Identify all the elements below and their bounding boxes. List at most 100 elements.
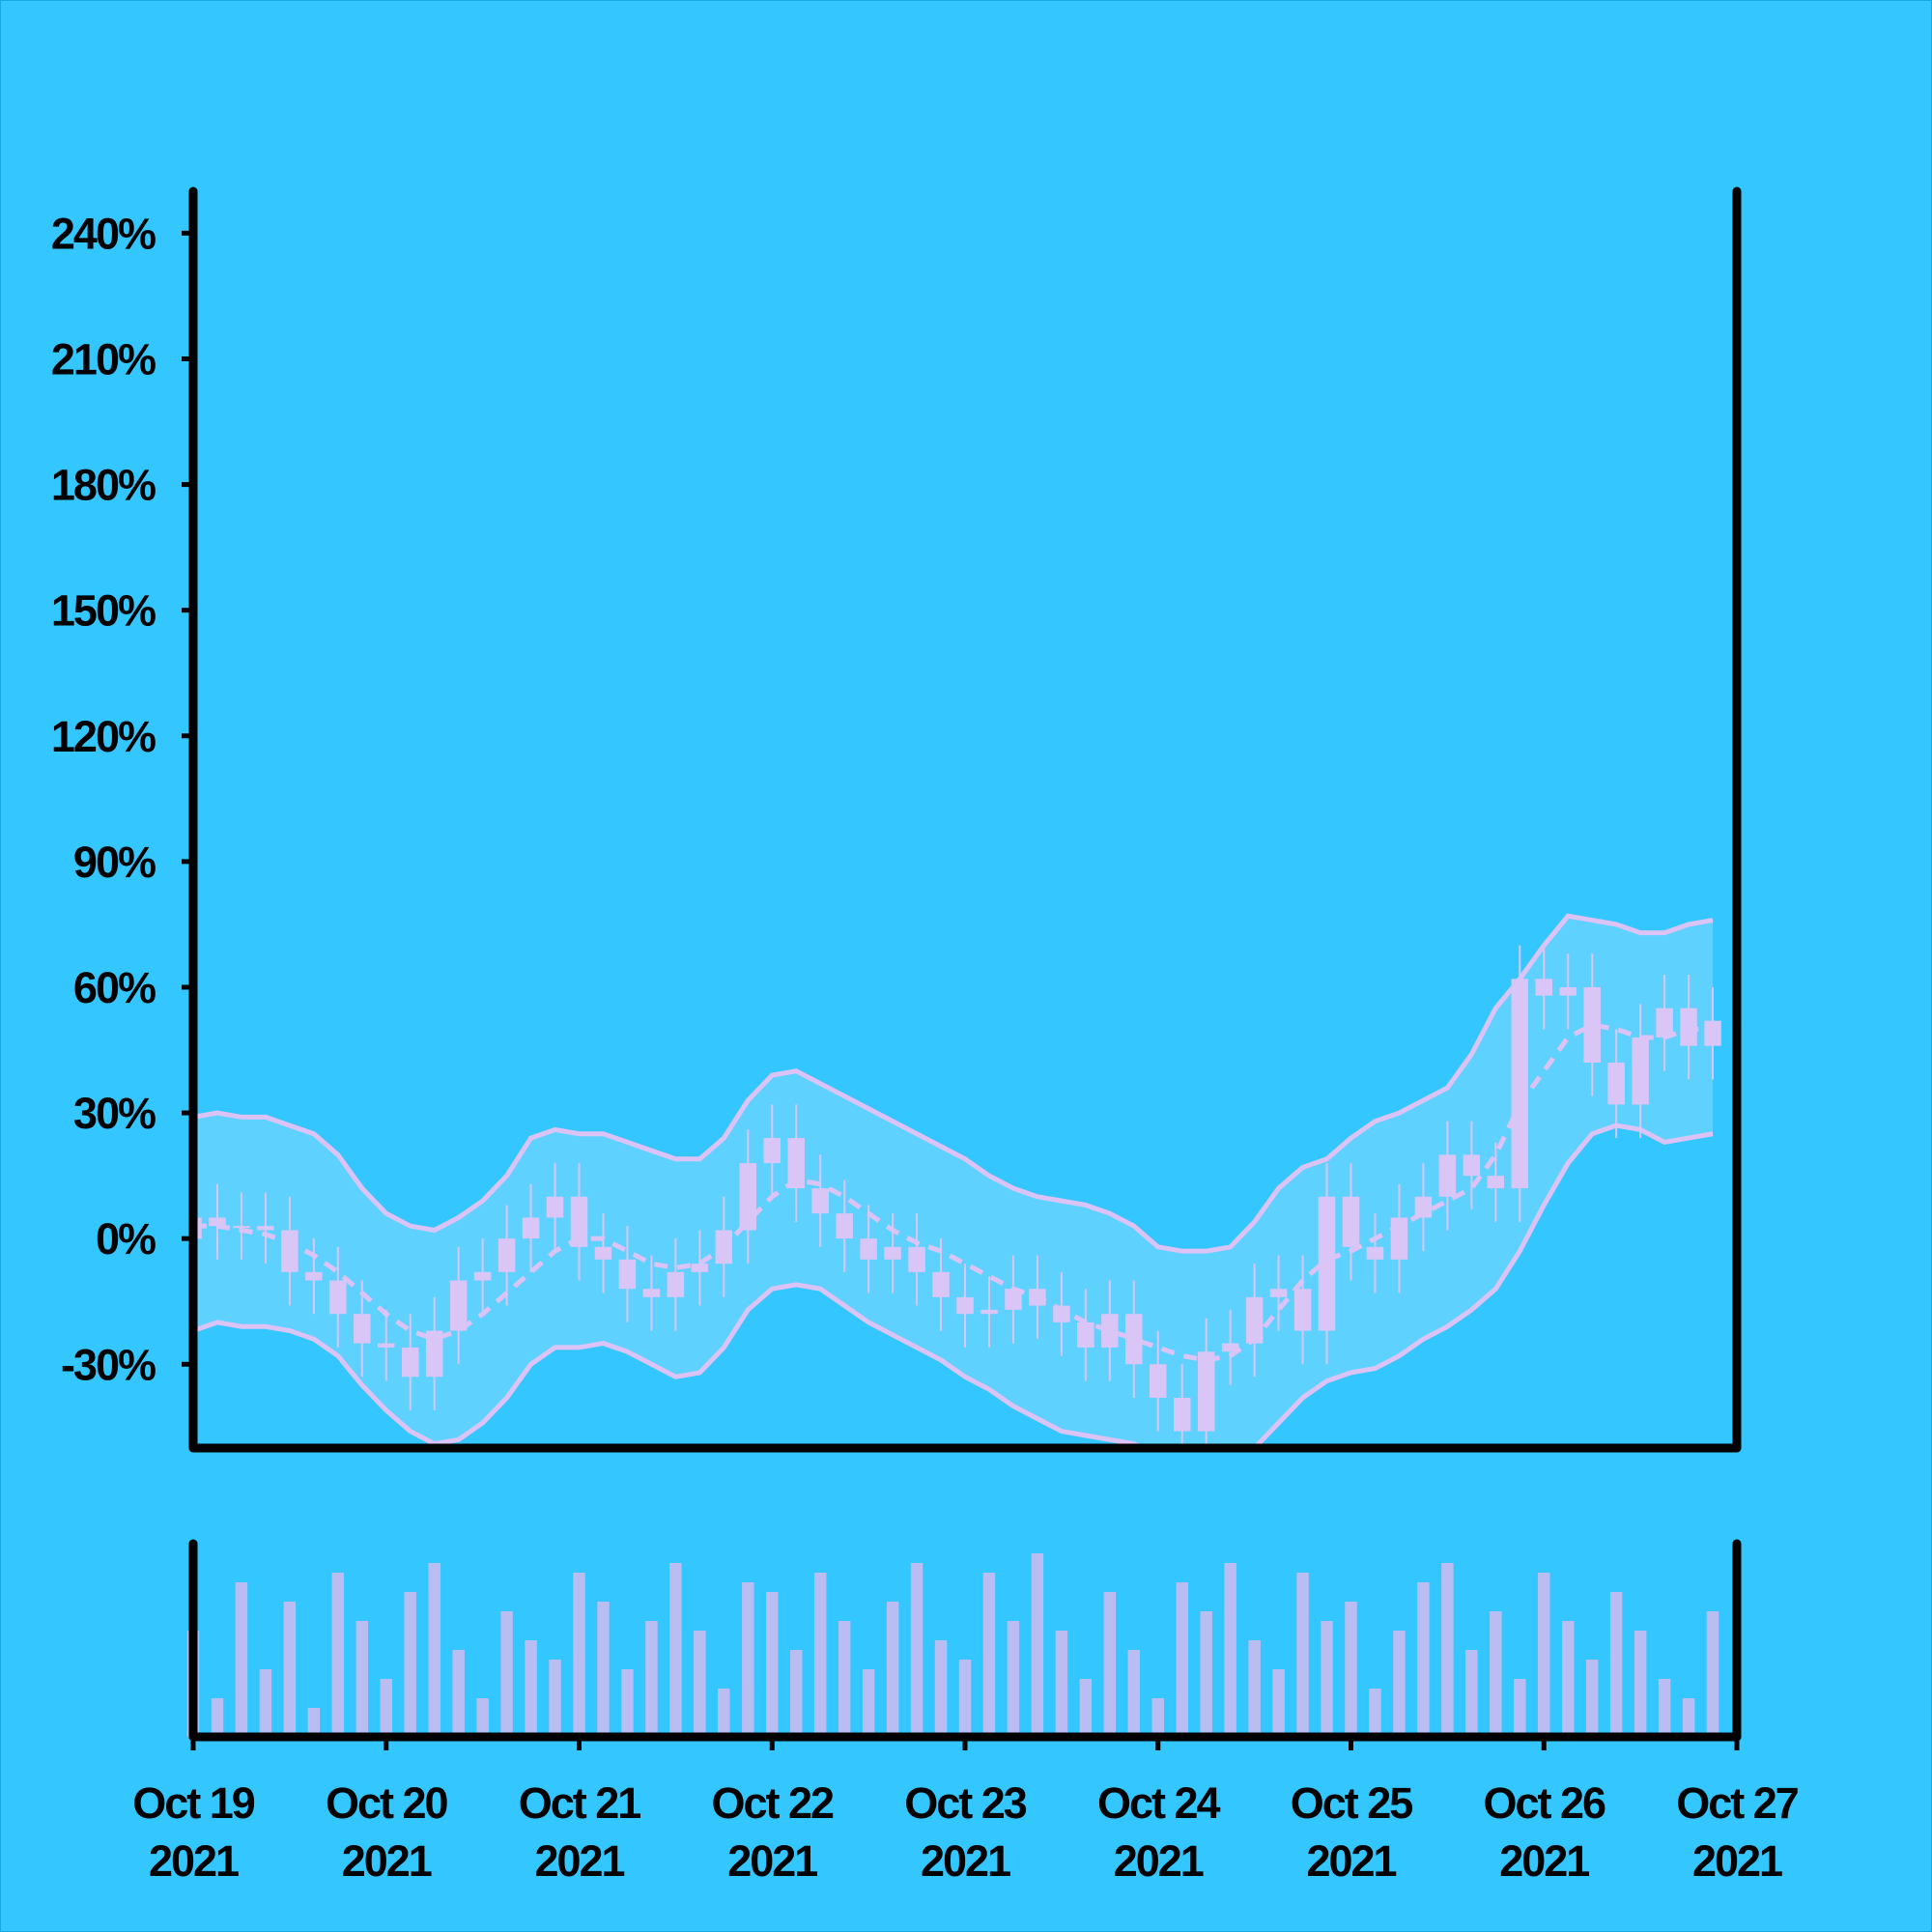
candle-body	[1173, 1397, 1191, 1432]
candle-body	[1269, 1289, 1288, 1297]
volume-bar	[1055, 1631, 1068, 1737]
volume-bar	[1200, 1611, 1212, 1737]
candle-body	[209, 1217, 226, 1227]
volume-bar	[283, 1602, 297, 1737]
volume-bar	[1538, 1573, 1550, 1737]
volume-bar	[789, 1650, 803, 1737]
candle-body	[787, 1138, 805, 1189]
candle-body	[1029, 1289, 1046, 1306]
volume-bar	[307, 1708, 321, 1737]
candle-body	[715, 1230, 733, 1264]
candle-body	[836, 1213, 853, 1239]
volume-bar	[1393, 1631, 1406, 1737]
x-tick-label: 2021	[342, 1836, 432, 1886]
candle-body	[884, 1246, 901, 1260]
candle-body	[1438, 1154, 1457, 1197]
x-tick-label: Oct 20	[326, 1778, 448, 1828]
candle-body	[378, 1343, 395, 1348]
volume-bar	[1417, 1582, 1430, 1737]
volume-bar	[862, 1669, 875, 1737]
volume-bar	[958, 1660, 972, 1737]
volume-bar	[1151, 1698, 1164, 1737]
volume-bar	[355, 1621, 369, 1737]
candle-body	[1535, 979, 1552, 996]
candle-body	[1463, 1154, 1481, 1177]
x-tick-label: 2021	[1114, 1836, 1204, 1886]
candle-body	[1342, 1196, 1360, 1247]
volume-bar	[211, 1698, 224, 1737]
candle-body	[305, 1271, 323, 1281]
x-tick-label: 2021	[1499, 1836, 1589, 1886]
volume-bar	[259, 1669, 272, 1737]
volume-bar	[934, 1640, 948, 1737]
candle-body	[1390, 1217, 1408, 1260]
x-tick-label: Oct 22	[711, 1778, 834, 1828]
volume-bar	[1634, 1631, 1647, 1737]
candle-body	[1414, 1196, 1433, 1218]
candle-body	[257, 1226, 274, 1231]
volume-bar	[500, 1611, 513, 1737]
candle-body	[739, 1163, 757, 1231]
volume-bar	[1345, 1602, 1357, 1737]
candle-body	[497, 1238, 516, 1272]
y-tick-label: 30%	[73, 1089, 156, 1138]
volume-bar	[1682, 1698, 1695, 1737]
volume-bar	[380, 1679, 392, 1737]
y-tick-label: 240%	[51, 209, 156, 258]
candle-body	[1656, 1008, 1673, 1038]
x-tick-label: 2021	[149, 1836, 239, 1886]
lower-band	[193, 1122, 1714, 1448]
x-tick-label: Oct 25	[1291, 1778, 1413, 1828]
candle-body	[401, 1347, 419, 1378]
candle-body	[1366, 1246, 1384, 1260]
y-tick-label: 150%	[51, 586, 156, 636]
candle-body	[1607, 1063, 1625, 1105]
candle-body	[1053, 1305, 1070, 1322]
x-tick-label: Oct 19	[132, 1778, 255, 1828]
candle-body	[1221, 1343, 1239, 1352]
candle-body	[1077, 1321, 1094, 1348]
candle-body	[1197, 1351, 1215, 1432]
volume-bar	[1248, 1640, 1261, 1737]
volume-bar	[476, 1698, 489, 1737]
volume-bar	[1296, 1573, 1309, 1737]
candle-body	[618, 1259, 637, 1290]
volume-bar	[838, 1621, 851, 1737]
candle-body	[1125, 1314, 1143, 1365]
candle-body	[763, 1138, 781, 1164]
candle-body	[1005, 1289, 1022, 1310]
volume-bar	[1127, 1650, 1141, 1737]
candle-body	[691, 1264, 709, 1272]
x-tick-label: 2021	[727, 1836, 817, 1886]
upper-band	[193, 913, 1714, 1254]
volume-bar	[669, 1563, 682, 1737]
candle-body	[233, 1226, 250, 1229]
volume-bar	[718, 1689, 730, 1737]
volume-bar	[1609, 1592, 1623, 1737]
candle-body	[1293, 1289, 1312, 1331]
candle-body	[1559, 986, 1577, 996]
volume-bar	[404, 1592, 416, 1737]
candle-body	[1583, 986, 1601, 1064]
volume-bar	[1272, 1669, 1285, 1737]
candle-body	[1150, 1364, 1167, 1398]
candle-body	[667, 1271, 685, 1297]
x-tick-label: Oct 21	[519, 1778, 641, 1828]
candle-body	[546, 1196, 564, 1218]
volume-bar	[1585, 1660, 1599, 1737]
x-tick-label: 2021	[921, 1836, 1010, 1886]
y-tick-label: 90%	[73, 838, 156, 887]
volume-bar	[694, 1631, 706, 1737]
y-tick-label: 180%	[51, 461, 156, 510]
candle-body	[1680, 1008, 1697, 1046]
candle-body	[594, 1246, 612, 1260]
volume-bar	[428, 1563, 440, 1737]
volume-bar	[235, 1582, 248, 1737]
candle-body	[932, 1271, 950, 1297]
volume-bar	[1490, 1611, 1502, 1737]
candle-body	[425, 1330, 443, 1378]
candle-body	[956, 1296, 974, 1315]
candle-body	[980, 1309, 998, 1315]
y-tick-label: 210%	[51, 334, 156, 384]
